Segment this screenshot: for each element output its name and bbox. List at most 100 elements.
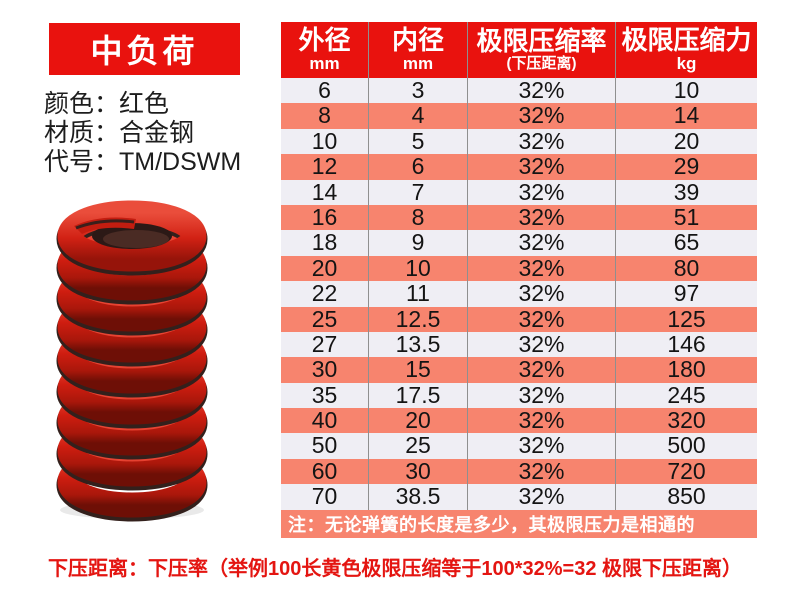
table-cell: 4 [369, 102, 468, 129]
table-cell: 25 [281, 306, 369, 332]
table-cell: 97 [673, 280, 700, 307]
load-class-badge: 中负荷 [49, 23, 240, 75]
table-cell: 35 [281, 382, 369, 409]
table-cell: 32% [468, 306, 616, 332]
table-cell: 8 [281, 102, 369, 129]
info-line-code: 代号：TM/DSWM [44, 148, 242, 176]
spring-illustration [56, 200, 208, 522]
table-cell: 9 [369, 229, 468, 256]
header-compression-force: 极限压缩力 kg [616, 22, 757, 78]
table-row: 22 11 32% 97 [281, 280, 757, 307]
table-row: 30 15 32% 180 [281, 356, 757, 383]
table-cell: 25 [369, 433, 468, 459]
table-cell: 38.5 [369, 483, 468, 510]
table-cell: 3 [369, 77, 468, 104]
table-cell: 32% [468, 128, 616, 155]
table-cell: 20 [673, 127, 700, 154]
table-cell: 10 [281, 128, 369, 155]
table-row: 35 17.5 32% 245 [281, 381, 757, 409]
table-cell: 32% [468, 483, 616, 510]
table-cell: 146 [667, 330, 706, 357]
table-cell: 17.5 [369, 382, 468, 409]
table-note-text: 注：无论弹簧的长度是多少，其极限压力是相通的 [288, 514, 695, 535]
table-cell: 80 [673, 254, 700, 281]
table-cell: 850 [667, 483, 706, 510]
footer-note: 下压距离：下压率（举例100长黄色极限压缩等于100*32%=32 极限下压距离… [0, 552, 790, 581]
table-cell: 32% [468, 433, 616, 459]
table-row: 16 8 32% 51 [281, 203, 757, 231]
table-cell: 500 [667, 432, 706, 459]
table-cell: 29 [673, 153, 700, 180]
header-outer-diameter: 外径 mm [281, 22, 369, 78]
footer-note-text: 下压距离：下压率（举例100长黄色极限压缩等于100*32%=32 极限下压距离… [47, 558, 743, 580]
load-class-label: 中负荷 [90, 33, 199, 69]
table-cell: 40 [281, 407, 369, 434]
table-cell: 14 [281, 179, 369, 205]
table-cell: 11 [369, 280, 468, 307]
table-row: 40 20 32% 320 [281, 407, 757, 434]
table-row: 18 9 32% 65 [281, 229, 757, 256]
table-cell: 245 [667, 381, 706, 408]
table-cell: 32% [468, 229, 616, 256]
table-cell: 32% [468, 102, 616, 129]
table-cell: 32% [468, 356, 616, 383]
header-compression-rate: 极限压缩率 (下压距离) [468, 22, 616, 78]
table-cell: 10 [673, 77, 700, 103]
table-cell: 12.5 [369, 306, 468, 332]
table-cell: 13.5 [369, 331, 468, 358]
table-cell: 32% [468, 407, 616, 434]
table-cell: 22 [281, 280, 369, 307]
table-cell: 7 [369, 179, 468, 205]
table-row: 70 38.5 32% 850 [281, 483, 757, 510]
table-row: 12 6 32% 29 [281, 153, 757, 180]
table-cell: 6 [369, 153, 468, 180]
spec-table: 外径 mm 内径 mm 极限压缩率 (下压距离) 极限压缩力 kg 6 3 32% 1… [281, 22, 757, 538]
table-note: 注：无论弹簧的长度是多少，其极限压力是相通的 [281, 509, 757, 538]
table-cell: 16 [281, 204, 369, 231]
header-title: 外径 [298, 24, 351, 55]
spring-photo [52, 192, 218, 524]
table-cell: 125 [667, 305, 706, 332]
table-cell: 30 [369, 458, 468, 485]
table-cell: 20 [369, 407, 468, 434]
table-cell: 65 [673, 229, 700, 256]
table-row: 10 5 32% 20 [281, 127, 757, 155]
header-title: 内径 [391, 24, 444, 55]
header-unit: (下压距离) [506, 55, 577, 73]
table-cell: 32% [468, 204, 616, 231]
table-cell: 32% [468, 179, 616, 205]
table-row: 60 30 32% 720 [281, 457, 757, 485]
header-unit: mm [309, 54, 340, 74]
table-cell: 70 [281, 483, 369, 510]
table-row: 20 10 32% 80 [281, 254, 757, 282]
table-row: 50 25 32% 500 [281, 432, 757, 459]
table-cell: 320 [667, 407, 706, 434]
table-row: 27 13.5 32% 146 [281, 330, 757, 358]
info-line-color: 颜色：红色 [44, 90, 170, 118]
header-title: 极限压缩力 [621, 24, 752, 55]
table-cell: 8 [369, 204, 468, 231]
table-cell: 5 [369, 128, 468, 155]
table-cell: 10 [369, 255, 468, 282]
table-row: 8 4 32% 14 [281, 102, 757, 129]
header-unit: kg [676, 54, 697, 74]
table-cell: 39 [673, 178, 700, 205]
header-unit: mm [402, 54, 434, 74]
table-cell: 15 [369, 356, 468, 383]
table-cell: 720 [667, 457, 706, 484]
product-info: 颜色：红色 材质：合金钢 代号：TM/DSWM [44, 90, 241, 177]
table-cell: 12 [281, 153, 369, 180]
table-cell: 32% [468, 331, 616, 358]
table-row: 14 7 32% 39 [281, 178, 757, 205]
table-cell: 60 [281, 458, 369, 485]
info-line-material: 材质：合金钢 [44, 119, 195, 147]
table-body: 6 3 32% 10 8 4 32% 14 10 5 32% 20 12 6 32% 29 14 7 32% 39 16… [281, 77, 757, 510]
table-cell: 18 [281, 229, 369, 256]
table-cell: 20 [281, 255, 369, 282]
table-cell: 30 [281, 356, 369, 383]
header-title: 极限压缩率 [476, 25, 607, 56]
table-cell: 50 [281, 433, 369, 459]
table-cell: 51 [673, 203, 700, 230]
table-cell: 6 [281, 77, 369, 104]
